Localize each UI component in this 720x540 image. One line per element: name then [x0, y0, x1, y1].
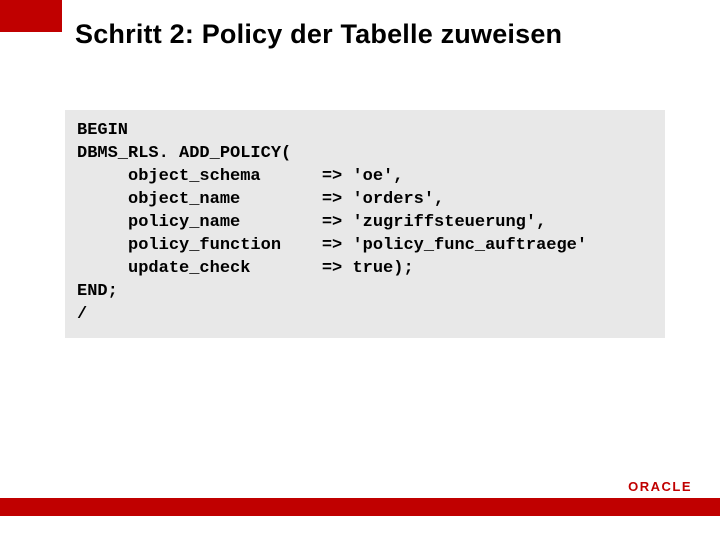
- brand-corner-block: [0, 0, 62, 32]
- code-content: BEGIN DBMS_RLS. ADD_POLICY( object_schem…: [77, 120, 653, 326]
- slide-title: Schritt 2: Policy der Tabelle zuweisen: [75, 19, 562, 50]
- footer-bar: [0, 498, 720, 516]
- oracle-logo: ORACLE: [628, 479, 692, 494]
- code-block: BEGIN DBMS_RLS. ADD_POLICY( object_schem…: [65, 110, 665, 338]
